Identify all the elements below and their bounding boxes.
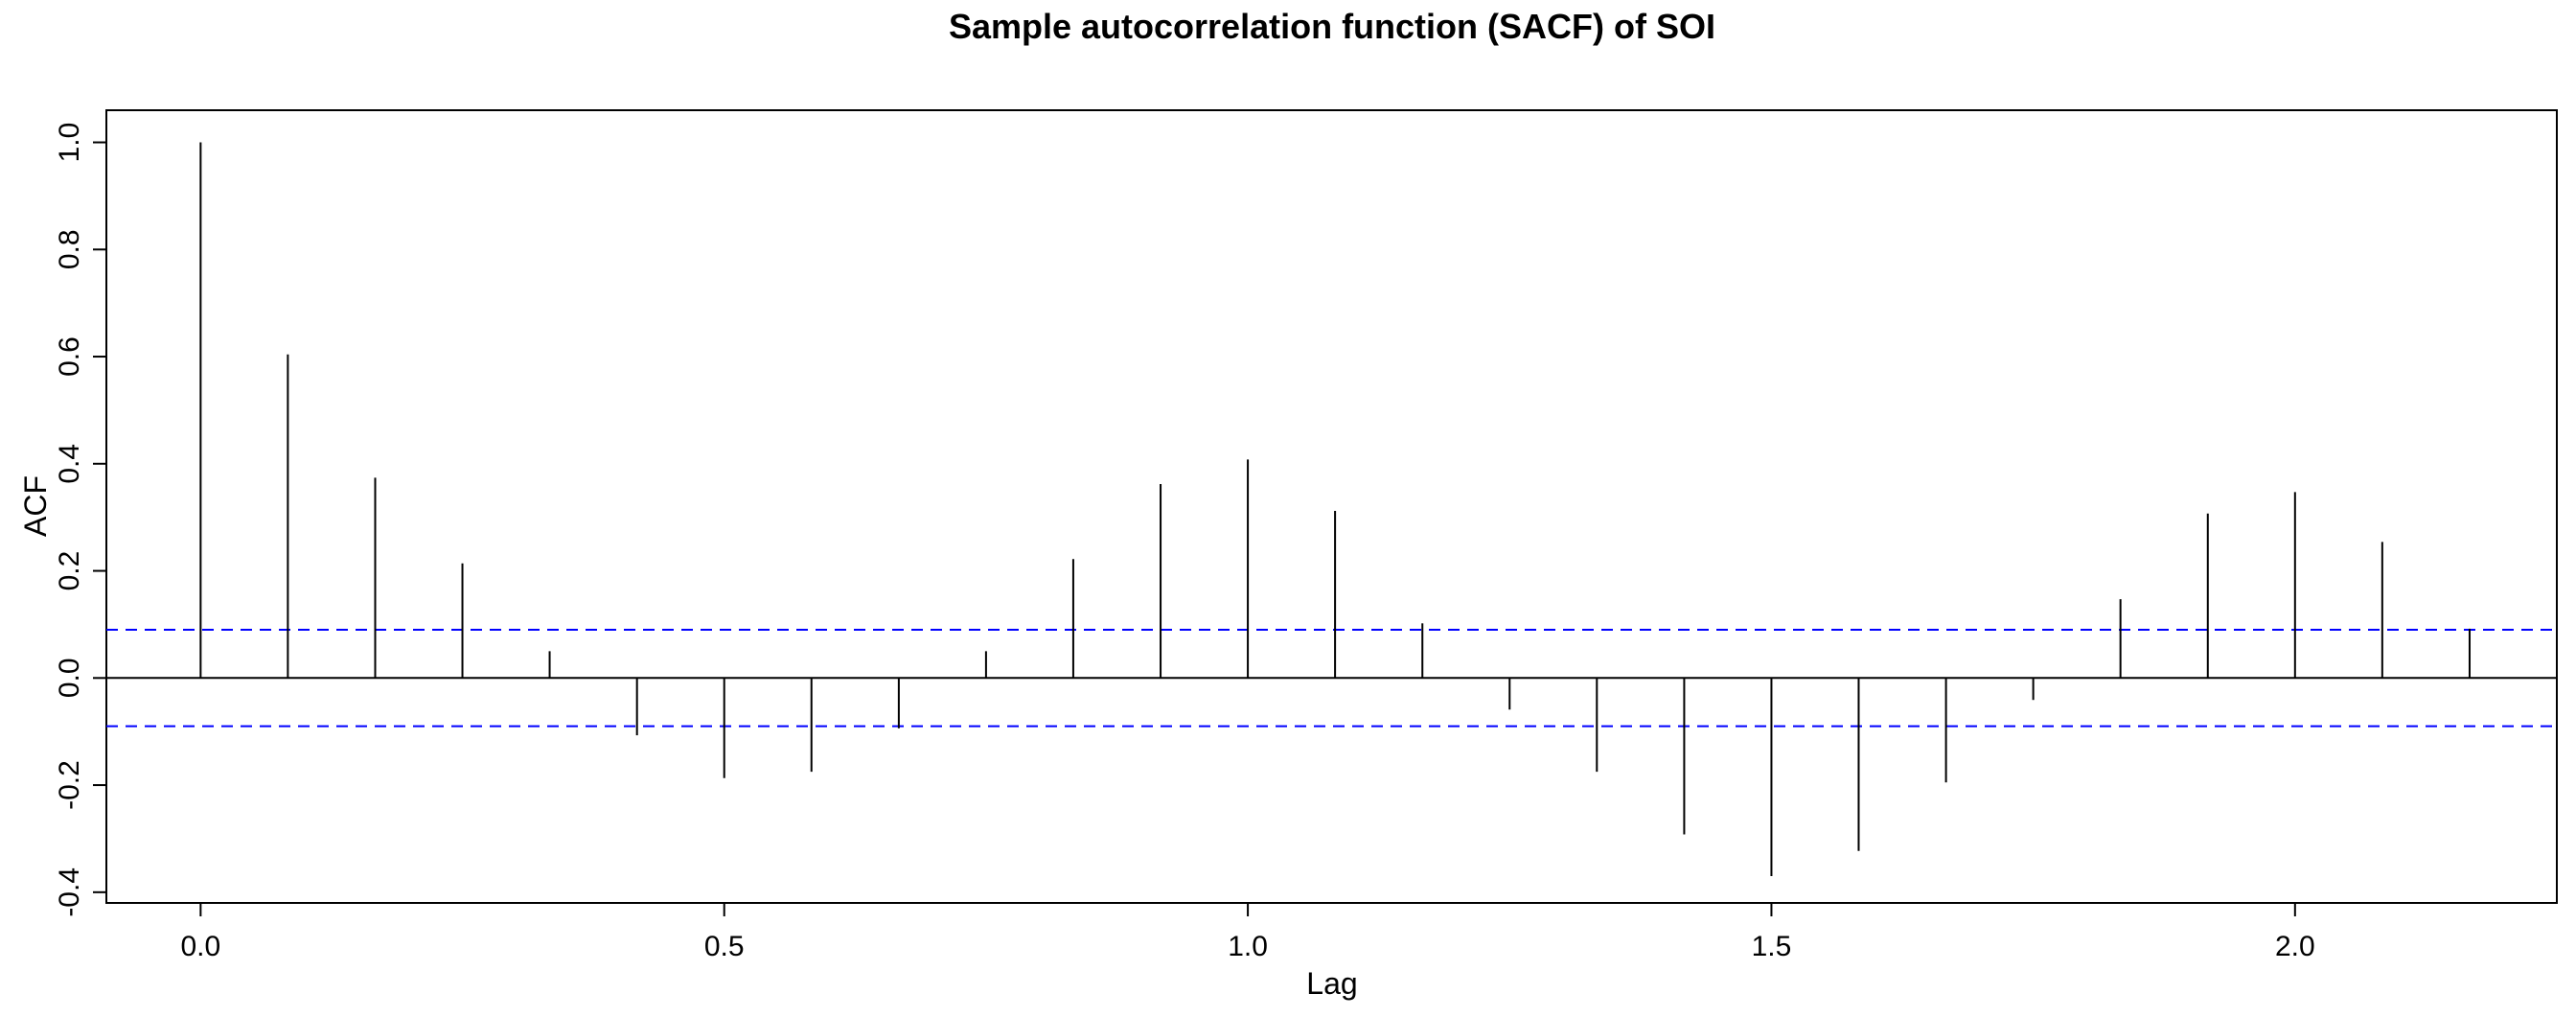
acf-bars bbox=[199, 142, 2471, 877]
x-axis-label: Lag bbox=[1306, 966, 1357, 1001]
x-tick-label: 0.0 bbox=[180, 931, 220, 962]
y-axis: -0.4 -0.2 0.0 0.2 0.4 0.6 0.8 1.0 bbox=[54, 123, 106, 917]
y-tick-label: 0.2 bbox=[54, 551, 85, 591]
y-tick-label: 0.6 bbox=[54, 336, 85, 377]
y-tick-label: -0.2 bbox=[54, 760, 85, 810]
x-tick-label: 0.5 bbox=[704, 931, 745, 962]
chart-title: Sample autocorrelation function (SACF) o… bbox=[949, 7, 1715, 46]
y-tick-label: -0.4 bbox=[54, 867, 85, 917]
x-tick-label: 1.0 bbox=[1228, 931, 1268, 962]
confidence-bounds bbox=[106, 629, 2557, 728]
x-tick-label: 1.5 bbox=[1752, 931, 1792, 962]
plot-frame bbox=[105, 109, 2558, 904]
y-tick-label: 0.4 bbox=[54, 444, 85, 484]
y-tick-label: 0.8 bbox=[54, 229, 85, 269]
x-tick-label: 2.0 bbox=[2275, 931, 2315, 962]
y-tick-label: 1.0 bbox=[54, 123, 85, 163]
y-tick-label: 0.0 bbox=[54, 658, 85, 698]
y-axis-label: ACF bbox=[18, 475, 53, 537]
x-axis: 0.0 0.5 1.0 1.5 2.0 bbox=[180, 903, 2315, 962]
